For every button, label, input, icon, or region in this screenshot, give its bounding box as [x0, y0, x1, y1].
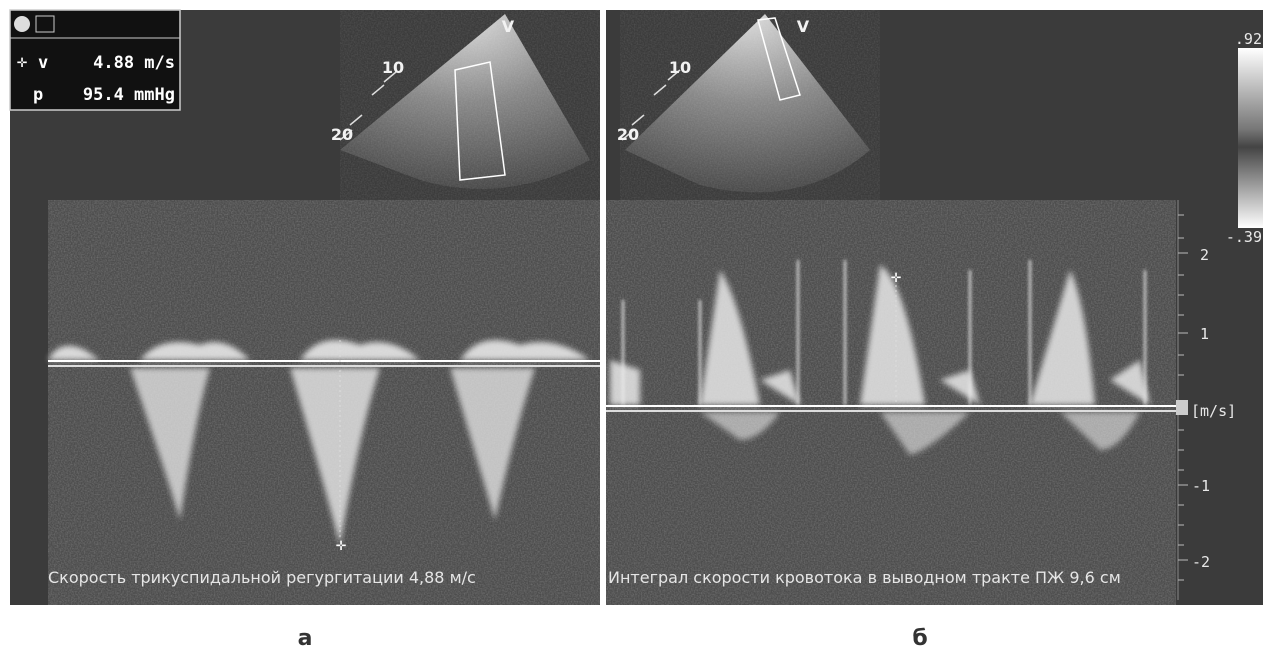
view-marker: V: [502, 17, 515, 36]
scale-label: -2: [1192, 553, 1210, 571]
measure-value: 4.88 m/s: [93, 53, 175, 73]
cursor-icon: ✛: [17, 52, 27, 72]
scale-label: -1: [1192, 477, 1210, 495]
sector-texture: [620, 10, 880, 200]
panel-label: б: [912, 626, 927, 651]
measure-name: v: [38, 53, 48, 73]
cursor: ✛: [336, 535, 346, 555]
baseline-marker: [1176, 400, 1188, 415]
icon: [14, 16, 30, 32]
scale-label: 1: [1200, 325, 1209, 343]
doppler-trace: ✛ Интеграл скорости кровотока в выводном…: [606, 200, 1176, 605]
panel-label: а: [298, 626, 313, 651]
caption: Скорость трикуспидальной регургитации 4,…: [48, 568, 476, 587]
caption: Интеграл скорости кровотока в выводном т…: [608, 568, 1121, 587]
measure-name: p: [33, 85, 43, 105]
color-scale-max: .92: [1235, 30, 1262, 48]
color-bar: [1238, 48, 1263, 228]
color-scale-min: -.39: [1226, 228, 1262, 246]
measurement-box: ✛ v 4.88 m/s p 95.4 mmHg: [10, 10, 180, 110]
depth-mark: 10: [382, 58, 404, 77]
cursor: ✛: [891, 267, 901, 287]
sector-texture: [340, 10, 600, 200]
depth-mark: 20: [617, 125, 639, 144]
scale-unit: [m/s]: [1191, 402, 1236, 420]
view-marker: V: [797, 17, 810, 36]
doppler-trace: ✛ Скорость трикуспидальной регургитации …: [48, 200, 600, 605]
scale-label: 2: [1200, 246, 1209, 264]
panel-b: V 10 20 .92 -.39 ✛ Интеграл скорости кро…: [606, 10, 1263, 605]
depth-mark: 10: [669, 58, 691, 77]
measure-value: 95.4 mmHg: [83, 85, 175, 105]
depth-mark: 20: [331, 125, 353, 144]
panel-a: V 10 20 ✛ v 4.88 m/s p 95.4 mmHg: [10, 10, 600, 605]
figure: V 10 20 ✛ v 4.88 m/s p 95.4 mmHg: [0, 0, 1263, 655]
